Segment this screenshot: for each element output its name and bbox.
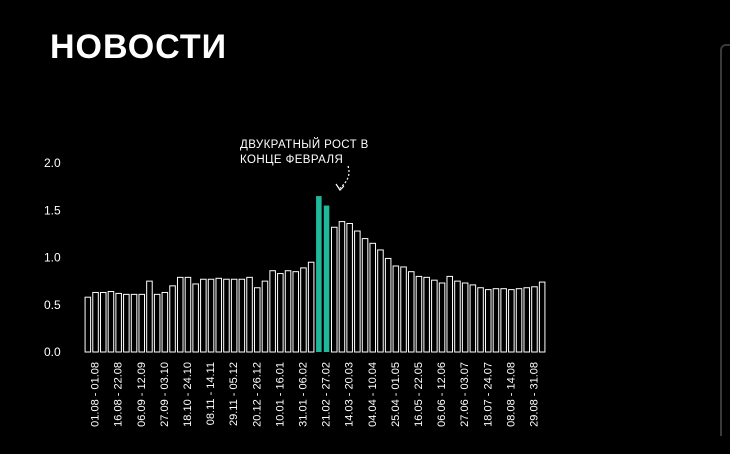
x-tick-label: 08.11 - 14.11 <box>205 362 217 425</box>
bar-highlight <box>316 196 322 352</box>
bar <box>431 279 438 353</box>
bar <box>446 275 454 353</box>
bar <box>461 282 469 353</box>
x-tick-label: 06.09 - 12.09 <box>136 362 148 427</box>
bar <box>146 280 153 353</box>
x-tick-label: 27.09 - 03.10 <box>159 362 171 427</box>
bar <box>92 291 99 353</box>
x-tick-label: 10.01 - 16.01 <box>274 362 286 427</box>
bars-group <box>84 196 546 353</box>
bar <box>215 277 223 353</box>
window-edge <box>720 44 730 436</box>
annotation-arrow <box>339 165 350 189</box>
x-tick-label: 29.11 - 05.12 <box>228 362 240 426</box>
bar <box>169 285 176 353</box>
x-tick-label: 25.04 - 01.05 <box>390 362 402 427</box>
x-tick-label: 31.01 - 06.02 <box>298 362 310 427</box>
y-tick-label: 0.5 <box>44 298 61 312</box>
bar <box>515 288 523 353</box>
x-tick-label: 21.02 - 27.02 <box>321 362 333 427</box>
bar <box>377 249 384 353</box>
bar <box>477 287 484 353</box>
bar <box>369 242 377 353</box>
x-tick-label: 08.08 - 14.08 <box>505 362 517 427</box>
bar <box>346 222 353 353</box>
bar <box>230 278 238 353</box>
x-tick-label: 18.07 - 24.07 <box>482 362 494 427</box>
y-tick-label: 1.0 <box>44 251 61 265</box>
bar <box>384 257 392 353</box>
bar <box>400 266 407 353</box>
bar <box>269 270 276 353</box>
bar <box>338 221 346 353</box>
bar <box>138 293 146 353</box>
x-tick-label: 16.08 - 22.08 <box>113 362 125 427</box>
bar <box>392 265 400 353</box>
bar <box>115 292 122 353</box>
bar <box>130 293 138 353</box>
bar <box>492 288 500 353</box>
bar <box>99 291 107 353</box>
bar <box>184 276 192 353</box>
bar <box>508 289 515 353</box>
x-tick-label: 06.06 - 12.06 <box>436 362 448 427</box>
bar <box>469 284 477 353</box>
x-tick-label: 29.08 - 31.08 <box>529 362 541 427</box>
bar-highlight <box>323 205 330 352</box>
bar <box>192 283 199 353</box>
y-tick-label: 2.0 <box>44 156 61 170</box>
bar <box>284 270 292 353</box>
y-tick-label: 1.5 <box>44 203 61 217</box>
bar <box>538 281 546 353</box>
bar <box>223 278 230 353</box>
bar <box>253 287 261 353</box>
x-tick-label: 20.12 - 26.12 <box>251 362 263 427</box>
bar <box>484 289 492 353</box>
bar <box>523 287 531 353</box>
bar <box>238 278 246 353</box>
bar <box>107 291 115 353</box>
bar <box>361 238 369 353</box>
bar <box>531 286 538 353</box>
bar <box>307 261 315 353</box>
x-tick-label: 27.06 - 03.07 <box>459 362 471 427</box>
annotation-line-1: ДВУКРАТНЫЙ РОСТ В <box>240 139 369 151</box>
y-axis-ticks: 0.0 0.5 1.0 1.5 2.0 <box>44 156 61 359</box>
bar <box>330 226 338 353</box>
bar <box>153 293 161 353</box>
bar <box>415 275 423 353</box>
bar <box>123 293 130 353</box>
chart-annotation: ДВУКРАТНЫЙ РОСТ В КОНЦЕ ФЕВРАЛЯ <box>240 138 369 168</box>
y-tick-label: 0.0 <box>44 345 61 359</box>
bar <box>407 271 415 353</box>
bar <box>176 276 184 353</box>
bar <box>200 278 207 353</box>
x-tick-label: 18.10 - 24.10 <box>182 362 194 427</box>
annotation-arrowhead <box>335 183 345 191</box>
bar <box>84 296 92 353</box>
bar <box>500 288 507 353</box>
x-axis-ticks: 01.08 - 01.08 16.08 - 22.08 06.09 - 12.09 2… <box>90 362 541 427</box>
bar <box>438 282 446 353</box>
page-title: НОВОСТИ <box>50 28 228 66</box>
x-tick-label: 16.05 - 22.05 <box>413 362 425 427</box>
bar <box>292 271 300 353</box>
x-tick-label: 04.04 - 10.04 <box>367 362 379 427</box>
bar <box>277 273 284 353</box>
bar <box>246 276 253 353</box>
bar <box>354 230 361 353</box>
bar <box>161 291 169 353</box>
bar <box>454 280 461 353</box>
x-tick-label: 14.03 - 20.03 <box>344 362 356 427</box>
bar <box>300 267 307 353</box>
bar <box>423 276 430 353</box>
bar <box>261 280 269 353</box>
annotation-line-2: КОНЦЕ ФЕВРАЛЯ <box>240 154 344 166</box>
bar <box>207 278 215 353</box>
x-tick-label: 01.08 - 01.08 <box>90 362 102 427</box>
